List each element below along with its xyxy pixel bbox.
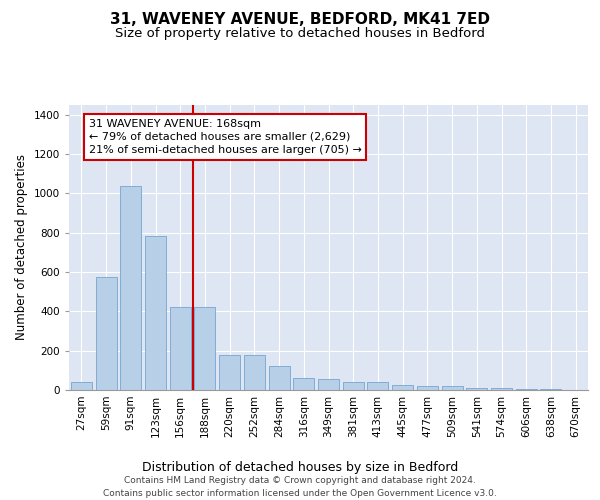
Bar — [95, 278, 116, 390]
Text: Contains HM Land Registry data © Crown copyright and database right 2024.
Contai: Contains HM Land Registry data © Crown c… — [103, 476, 497, 498]
Bar — [120, 186, 141, 390]
Bar — [244, 355, 265, 390]
Y-axis label: Number of detached properties: Number of detached properties — [15, 154, 28, 340]
Bar — [417, 386, 438, 390]
Text: 31 WAVENEY AVENUE: 168sqm
← 79% of detached houses are smaller (2,629)
21% of se: 31 WAVENEY AVENUE: 168sqm ← 79% of detac… — [89, 119, 362, 155]
Text: Distribution of detached houses by size in Bedford: Distribution of detached houses by size … — [142, 461, 458, 474]
Bar — [293, 378, 314, 390]
Bar — [367, 382, 388, 390]
Bar — [491, 388, 512, 390]
Bar — [466, 388, 487, 390]
Bar — [71, 382, 92, 390]
Bar — [194, 308, 215, 390]
Text: Size of property relative to detached houses in Bedford: Size of property relative to detached ho… — [115, 28, 485, 40]
Bar — [170, 308, 191, 390]
Bar — [219, 355, 240, 390]
Bar — [343, 382, 364, 390]
Bar — [442, 386, 463, 390]
Bar — [145, 236, 166, 390]
Bar — [392, 385, 413, 390]
Bar — [318, 378, 339, 390]
Bar — [516, 388, 537, 390]
Bar — [269, 366, 290, 390]
Bar — [541, 389, 562, 390]
Text: 31, WAVENEY AVENUE, BEDFORD, MK41 7ED: 31, WAVENEY AVENUE, BEDFORD, MK41 7ED — [110, 12, 490, 28]
